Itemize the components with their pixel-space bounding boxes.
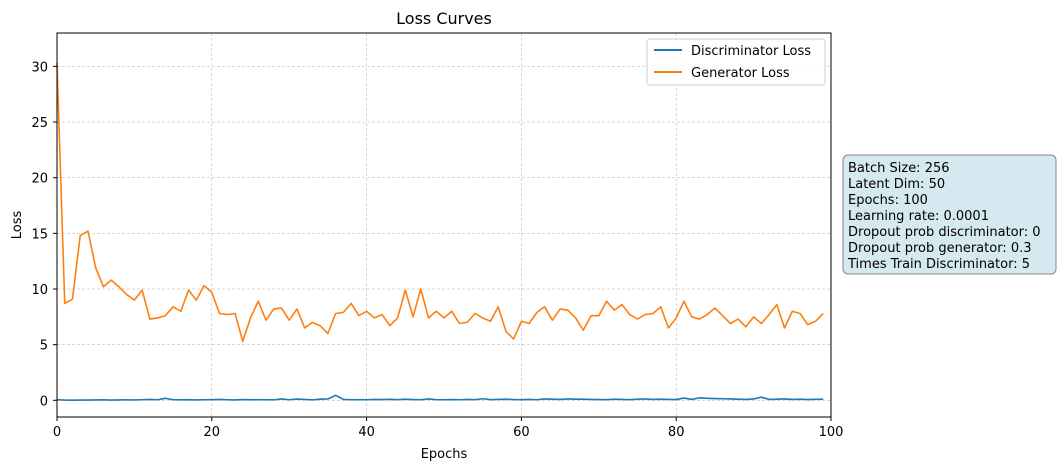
y-tick-label: 30 — [31, 60, 48, 75]
x-tick-label: 40 — [358, 425, 375, 440]
x-axis-ticks: 0 20 40 60 80 100 — [53, 417, 844, 440]
info-line-latent-dim: Latent Dim: 50 — [848, 177, 945, 192]
info-line-times-train-discriminator: Times Train Discriminator: 5 — [847, 257, 1030, 272]
plot-frame — [56, 32, 832, 418]
y-tick-label: 0 — [40, 394, 48, 409]
x-tick-label: 60 — [513, 425, 530, 440]
x-axis-label: Epochs — [421, 447, 468, 462]
x-tick-label: 100 — [819, 425, 844, 440]
series-line-discriminator-loss — [56, 394, 824, 401]
grid-lines — [57, 33, 831, 417]
chart-title: Loss Curves — [396, 9, 492, 28]
y-tick-label: 5 — [40, 339, 48, 354]
x-tick-label: 20 — [204, 425, 221, 440]
info-line-epochs: Epochs: 100 — [848, 193, 928, 208]
hyperparameter-info-box: Batch Size: 256 Latent Dim: 50 Epochs: 1… — [842, 154, 1057, 275]
y-tick-label: 20 — [31, 172, 48, 187]
x-tick-label: 0 — [53, 425, 61, 440]
y-tick-label: 10 — [31, 283, 48, 298]
y-tick-label: 15 — [31, 227, 48, 242]
series-line-generator-loss — [56, 63, 824, 343]
series-layer — [56, 63, 824, 401]
x-tick-label: 80 — [668, 425, 685, 440]
y-tick-label: 25 — [31, 116, 48, 131]
info-line-dropout-discriminator: Dropout prob discriminator: 0 — [848, 225, 1041, 240]
info-box-background — [842, 154, 1057, 275]
legend-label-generator: Generator Loss — [691, 66, 790, 81]
legend-label-discriminator: Discriminator Loss — [691, 44, 811, 59]
y-axis-label: Loss — [10, 211, 25, 240]
info-line-learning-rate: Learning rate: 0.0001 — [848, 209, 989, 224]
info-line-batch-size: Batch Size: 256 — [848, 161, 950, 176]
legend-box — [646, 38, 826, 86]
info-line-dropout-generator: Dropout prob generator: 0.3 — [848, 241, 1032, 256]
y-axis-ticks: 0 5 10 15 20 25 30 — [31, 60, 57, 409]
legend: Discriminator Loss Generator Loss — [646, 38, 826, 86]
